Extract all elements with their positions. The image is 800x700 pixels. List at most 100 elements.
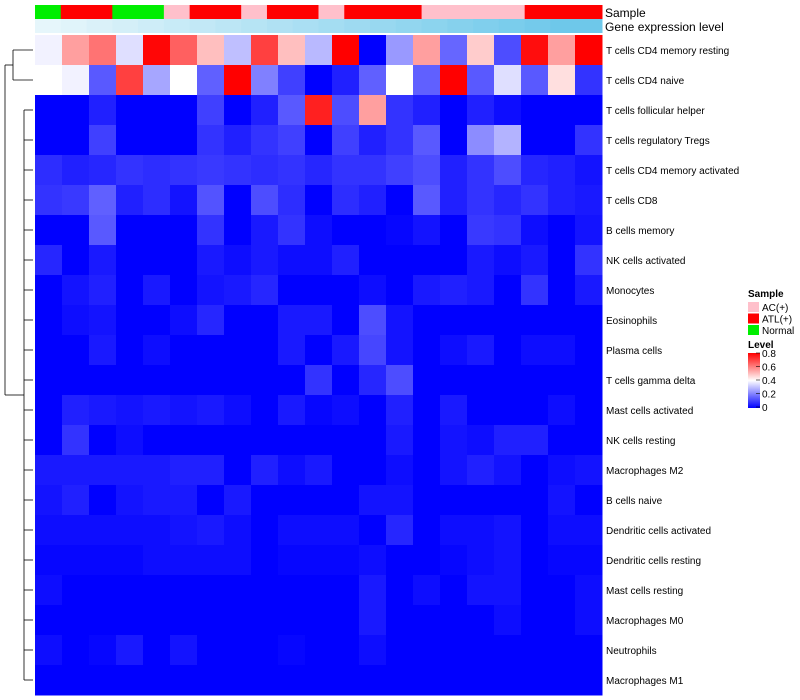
heatmap-cell	[440, 35, 468, 66]
heatmap-cell	[467, 455, 495, 486]
sample-annotation-cell	[86, 5, 113, 19]
heatmap-cell	[197, 245, 225, 276]
heatmap-cell	[575, 155, 603, 186]
heatmap-cell	[413, 395, 441, 426]
heatmap-cell	[305, 455, 333, 486]
heatmap-cell	[143, 65, 171, 96]
heatmap-cell	[386, 275, 414, 306]
heatmap-cell	[35, 425, 63, 456]
heatmap-cell	[35, 365, 63, 396]
heatmap-cell	[305, 425, 333, 456]
legend-swatch	[748, 302, 759, 312]
row-label: Dendritic cells resting	[606, 556, 701, 567]
row-dendrogram	[4, 49, 33, 681]
heatmap-cell	[521, 125, 549, 156]
heatmap-cell	[89, 485, 117, 516]
gene-expression-cell	[421, 19, 448, 33]
heatmap-cell	[359, 575, 387, 606]
heatmap-cell	[278, 245, 306, 276]
heatmap-cell	[575, 425, 603, 456]
heatmap-cell	[575, 125, 603, 156]
heatmap-cell	[116, 65, 144, 96]
heatmap-cell	[332, 245, 360, 276]
heatmap-cell	[494, 515, 522, 546]
heatmap-cell	[116, 155, 144, 186]
heatmap-cell	[467, 635, 495, 666]
heatmap-cell	[89, 245, 117, 276]
heatmap-cell	[386, 455, 414, 486]
heatmap-cell	[467, 365, 495, 396]
heatmap-cell	[251, 425, 279, 456]
sample-annotation-cell	[189, 5, 216, 19]
heatmap-cell	[575, 395, 603, 426]
heatmap-cell	[386, 95, 414, 126]
heatmap-cell	[278, 485, 306, 516]
heatmap-cell	[278, 215, 306, 246]
gene-expression-cell	[447, 19, 474, 33]
sample-annotation-cell	[266, 5, 294, 19]
heatmap-cell	[116, 335, 144, 366]
heatmap-cell	[359, 485, 387, 516]
heatmap-cell	[413, 125, 441, 156]
heatmap-cell	[143, 455, 171, 486]
heatmap-cell	[116, 455, 144, 486]
heatmap-cell	[413, 635, 441, 666]
sample-annotation-cell	[60, 5, 88, 19]
heatmap-cell	[62, 215, 90, 246]
heatmap-cell	[170, 365, 198, 396]
row-label: Macrophages M1	[606, 676, 684, 687]
heatmap-cell	[575, 635, 603, 666]
heatmap-cell	[251, 485, 279, 516]
row-label: Mast cells activated	[606, 406, 693, 417]
heatmap-cell	[386, 515, 414, 546]
heatmap-cell	[548, 425, 576, 456]
heatmap-cell	[332, 665, 360, 696]
heatmap-cell	[359, 665, 387, 696]
heatmap-cell	[440, 305, 468, 336]
gene-expression-cell	[86, 19, 113, 33]
heatmap-cell	[413, 665, 441, 696]
heatmap-cell	[35, 215, 63, 246]
heatmap-cell	[305, 635, 333, 666]
heatmap-cell	[332, 275, 360, 306]
row-label: T cells CD8	[606, 196, 658, 207]
heatmap-cell	[251, 365, 279, 396]
heatmap-cell	[494, 35, 522, 66]
legend-tick-label: 0	[762, 403, 768, 414]
heatmap-cell	[116, 575, 144, 606]
heatmap-cell	[440, 245, 468, 276]
heatmap-cell	[305, 155, 333, 186]
heatmap-cell	[467, 665, 495, 696]
heatmap-cell	[170, 425, 198, 456]
heatmap-cell	[467, 335, 495, 366]
sample-annotation-cell	[550, 5, 577, 19]
heatmap-cell	[521, 365, 549, 396]
heatmap-cell	[332, 455, 360, 486]
legend-level-colorbar	[748, 353, 760, 408]
heatmap-cell	[35, 575, 63, 606]
heatmap-cell	[116, 95, 144, 126]
heatmap-cell	[224, 35, 252, 66]
heatmap-cell	[467, 95, 495, 126]
heatmap-cell	[494, 575, 522, 606]
heatmap-cell	[386, 365, 414, 396]
heatmap-cell	[440, 155, 468, 186]
heatmap-cell	[575, 65, 603, 96]
heatmap-cell	[170, 125, 198, 156]
heatmap-cell	[116, 35, 144, 66]
heatmap-cell	[170, 665, 198, 696]
heatmap-cell	[386, 425, 414, 456]
heatmap-cell	[62, 635, 90, 666]
heatmap-cell	[278, 275, 306, 306]
heatmap-cell	[305, 575, 333, 606]
heatmap-cell	[224, 515, 252, 546]
heatmap-cell	[278, 335, 306, 366]
heatmap-cell	[494, 425, 522, 456]
heatmap-cell	[467, 125, 495, 156]
gene-expression-cell	[138, 19, 165, 33]
heatmap-cell	[89, 665, 117, 696]
heatmap-cell	[143, 665, 171, 696]
heatmap-cell	[521, 65, 549, 96]
heatmap-cell	[62, 575, 90, 606]
heatmap-cell	[89, 635, 117, 666]
